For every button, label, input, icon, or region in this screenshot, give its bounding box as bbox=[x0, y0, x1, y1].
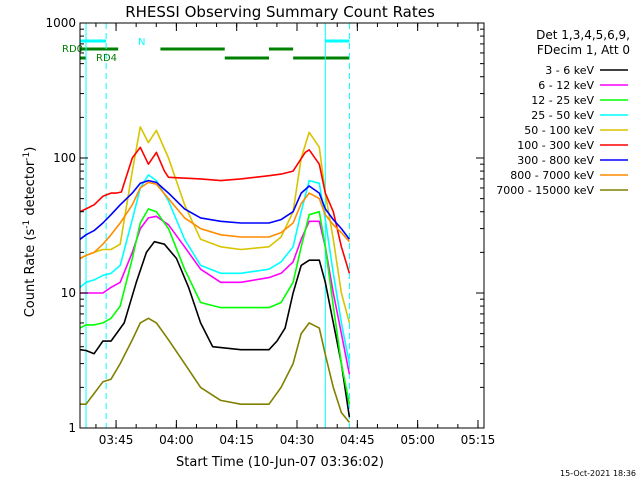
legend-label: 50 - 100 keV bbox=[524, 124, 594, 137]
svg-text:Count Rate (s-1 detector-1): Count Rate (s-1 detector-1) bbox=[22, 147, 38, 318]
axis-ticks: 1 10 100 1000 03:45 04:00 04:15 04:30 04:45 05:00… bbox=[45, 16, 495, 447]
chart-title: RHESSI Observing Summary Count Rates bbox=[125, 3, 435, 21]
y-axis-label-main: Count Rate (s bbox=[23, 229, 38, 318]
series-line-1 bbox=[79, 240, 351, 418]
legend-label: 100 - 300 keV bbox=[517, 139, 594, 152]
series-line-9 bbox=[80, 317, 351, 423]
flag-bars: RD0 RD4 N bbox=[62, 23, 350, 428]
legend-header-line: FDecim 1, Att 0 bbox=[537, 43, 630, 57]
legend-label: 12 - 25 keV bbox=[531, 94, 594, 107]
y-tick-label: 1 bbox=[68, 421, 76, 435]
legend-label: 6 - 12 keV bbox=[538, 79, 594, 92]
x-tick-label: 05:15 bbox=[461, 433, 496, 447]
y-axis-label-mid: detector bbox=[23, 160, 38, 220]
series-line-8 bbox=[79, 181, 351, 260]
x-axis-label: Start Time (10-Jun-07 03:36:02) bbox=[176, 455, 384, 470]
series-line-7 bbox=[79, 179, 351, 240]
plot-frame bbox=[79, 22, 485, 429]
y-axis-label-sup2: -1 bbox=[22, 152, 32, 161]
y-axis-label-sup: -1 bbox=[22, 220, 32, 229]
series-line-6 bbox=[79, 146, 351, 274]
series-line-2 bbox=[80, 215, 351, 375]
timestamp: 15-Oct-2021 18:36 bbox=[560, 469, 636, 478]
y-tick-label: 10 bbox=[61, 286, 76, 300]
rd4-label: RD4 bbox=[96, 53, 117, 64]
y-axis-label-end: ) bbox=[23, 147, 38, 152]
n-label: N bbox=[138, 37, 145, 48]
y-tick-label: 1000 bbox=[45, 16, 76, 30]
series-layer bbox=[79, 126, 351, 423]
x-tick-label: 05:00 bbox=[400, 433, 435, 447]
x-tick-label: 03:45 bbox=[99, 433, 134, 447]
legend: Det 1,3,4,5,6,9,FDecim 1, Att 0 3 - 6 keV… bbox=[496, 28, 630, 197]
legend-label: 25 - 50 keV bbox=[531, 109, 594, 122]
legend-label: 800 - 7000 keV bbox=[510, 169, 594, 182]
y-tick-label: 100 bbox=[53, 151, 76, 165]
legend-label: 3 - 6 keV bbox=[545, 64, 594, 77]
legend-label: 300 - 800 keV bbox=[517, 154, 594, 167]
legend-label: 7000 - 15000 keV bbox=[496, 184, 594, 197]
x-tick-label: 04:00 bbox=[159, 433, 194, 447]
series-line-5 bbox=[79, 126, 351, 324]
series-line-3 bbox=[79, 208, 351, 405]
y-axis-label: Count Rate (s-1 detector-1) bbox=[22, 147, 38, 318]
rd0-label: RD0 bbox=[62, 44, 83, 55]
x-tick-label: 04:45 bbox=[340, 433, 375, 447]
legend-header-line: Det 1,3,4,5,6,9, bbox=[536, 28, 630, 42]
series-line-4 bbox=[79, 174, 351, 364]
x-tick-label: 04:30 bbox=[280, 433, 315, 447]
x-tick-label: 04:15 bbox=[219, 433, 254, 447]
